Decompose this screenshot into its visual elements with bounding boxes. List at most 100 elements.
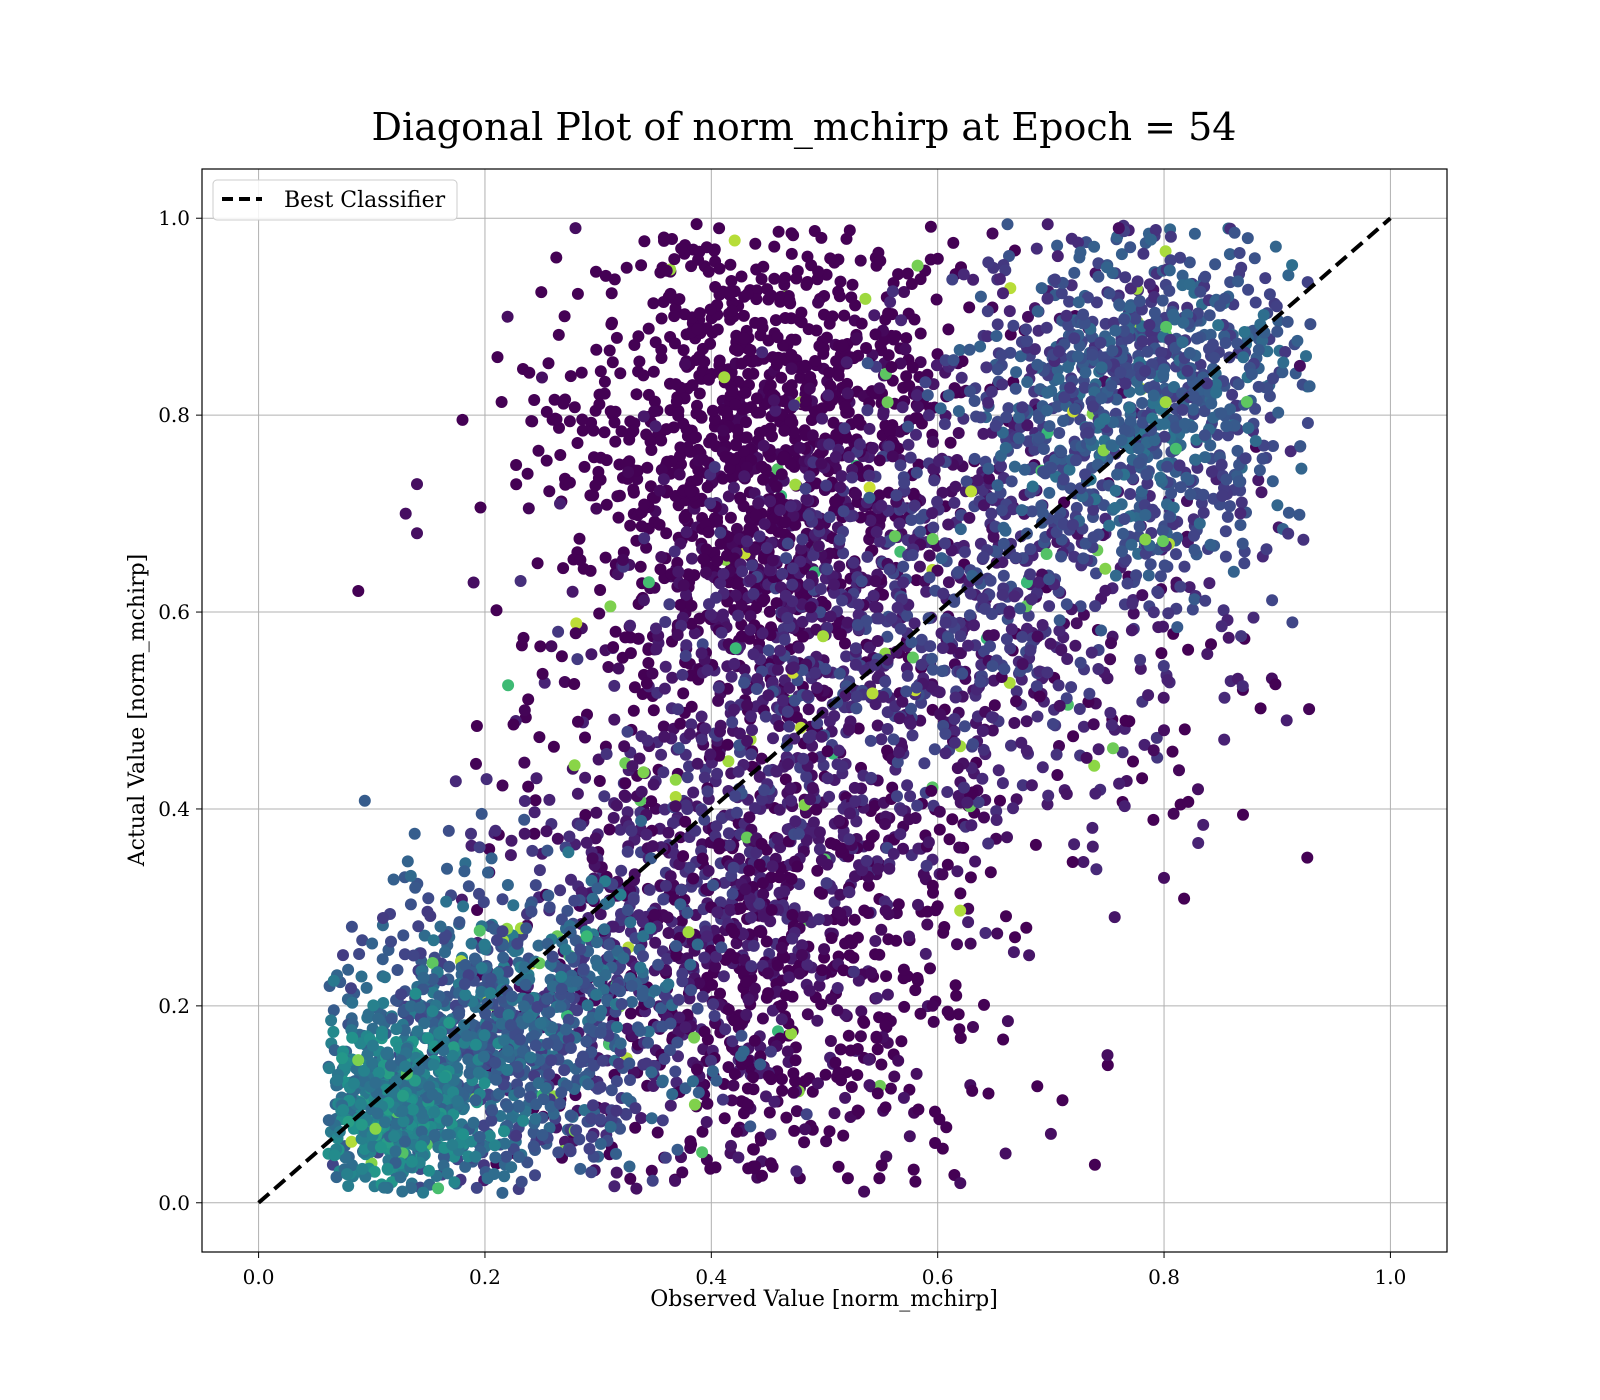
- scatter-point: [1047, 718, 1059, 730]
- scatter-point: [746, 559, 758, 572]
- scatter-point: [662, 826, 675, 839]
- scatter-point: [889, 330, 902, 343]
- scatter-point: [834, 275, 847, 288]
- scatter-point: [928, 474, 941, 487]
- scatter-point: [1239, 452, 1252, 465]
- scatter-point: [1035, 282, 1048, 295]
- scatter-point: [854, 1030, 867, 1043]
- scatter-point: [1279, 346, 1292, 358]
- scatter-point: [875, 1058, 888, 1071]
- scatter-point: [732, 765, 745, 778]
- scatter-point: [635, 785, 648, 798]
- scatter-point: [711, 554, 724, 567]
- scatter-point: [1255, 486, 1268, 499]
- scatter-point: [920, 859, 933, 872]
- scatter-point: [507, 899, 520, 912]
- scatter-point: [894, 622, 907, 635]
- scatter-point: [818, 951, 831, 964]
- scatter-point: [957, 268, 970, 281]
- scatter-point: [711, 767, 724, 780]
- scatter-point: [839, 637, 851, 650]
- scatter-point: [1105, 637, 1117, 650]
- scatter-point: [1233, 247, 1246, 259]
- scatter-point: [704, 608, 717, 621]
- scatter-point: [998, 663, 1011, 675]
- scatter-point: [946, 813, 959, 826]
- scatter-point: [1130, 569, 1143, 582]
- scatter-point: [1108, 911, 1121, 924]
- scatter-point: [684, 445, 697, 458]
- scatter-point: [677, 417, 690, 430]
- scatter-point: [781, 612, 794, 624]
- scatter-point: [868, 799, 881, 812]
- scatter-point: [709, 1161, 722, 1174]
- scatter-point: [1126, 597, 1139, 610]
- scatter-point: [747, 1083, 760, 1096]
- scatter-point: [1113, 298, 1126, 311]
- scatter-point: [1163, 510, 1176, 523]
- scatter-point: [775, 1013, 788, 1026]
- scatter-point: [831, 982, 844, 994]
- scatter-point: [687, 872, 700, 885]
- scatter-point: [1067, 730, 1080, 743]
- scatter-point: [633, 752, 646, 765]
- scatter-point: [545, 640, 558, 653]
- scatter-point: [1194, 285, 1207, 298]
- scatter-point: [1060, 309, 1073, 322]
- scatter-point: [518, 704, 531, 717]
- scatter-point: [840, 232, 853, 245]
- scatter-point: [696, 990, 709, 1003]
- scatter-point: [624, 619, 637, 632]
- scatter-point: [893, 746, 905, 759]
- scatter-point: [867, 589, 880, 602]
- scatter-point: [1218, 691, 1231, 704]
- scatter-point: [337, 949, 349, 962]
- scatter-point: [861, 550, 874, 563]
- scatter-point: [742, 993, 755, 1006]
- scatter-point: [1053, 427, 1066, 439]
- scatter-point: [828, 578, 841, 591]
- scatter-point: [842, 451, 855, 463]
- scatter-point: [1201, 648, 1214, 660]
- scatter-point: [810, 803, 823, 816]
- scatter-point: [717, 424, 730, 437]
- scatter-point: [1008, 460, 1021, 473]
- scatter-point: [853, 438, 866, 451]
- scatter-point: [840, 650, 853, 663]
- scatter-point: [675, 883, 688, 896]
- scatter-point: [686, 552, 698, 565]
- scatter-point: [696, 342, 709, 355]
- scatter-point: [664, 287, 677, 300]
- scatter-point: [1009, 931, 1021, 944]
- scatter-point: [822, 389, 835, 402]
- scatter-point: [787, 509, 800, 522]
- scatter-point: [834, 628, 847, 641]
- scatter-point: [690, 407, 703, 420]
- scatter-point: [861, 404, 874, 417]
- scatter-point: [608, 1180, 621, 1193]
- scatter-point: [620, 261, 633, 274]
- scatter-point: [1221, 510, 1234, 523]
- scatter-point: [608, 679, 621, 692]
- scatter-point: [796, 911, 809, 924]
- scatter-point: [903, 930, 915, 943]
- scatter-point: [748, 1034, 761, 1047]
- scatter-point: [528, 806, 541, 819]
- scatter-point: [570, 617, 583, 630]
- scatter-point: [910, 466, 923, 479]
- scatter-point: [978, 811, 990, 824]
- scatter-point: [618, 789, 631, 802]
- scatter-point: [673, 293, 686, 306]
- scatter-point: [1055, 445, 1068, 458]
- scatter-point: [610, 331, 623, 344]
- scatter-point: [698, 355, 711, 368]
- scatter-point: [733, 727, 746, 740]
- scatter-point: [1001, 831, 1013, 844]
- scatter-point: [613, 489, 626, 502]
- scatter-point: [862, 1053, 875, 1066]
- scatter-point: [849, 642, 862, 655]
- scatter-point: [768, 1095, 781, 1108]
- scatter-point: [1241, 232, 1254, 245]
- scatter-point: [901, 267, 914, 280]
- scatter-point: [1079, 366, 1092, 379]
